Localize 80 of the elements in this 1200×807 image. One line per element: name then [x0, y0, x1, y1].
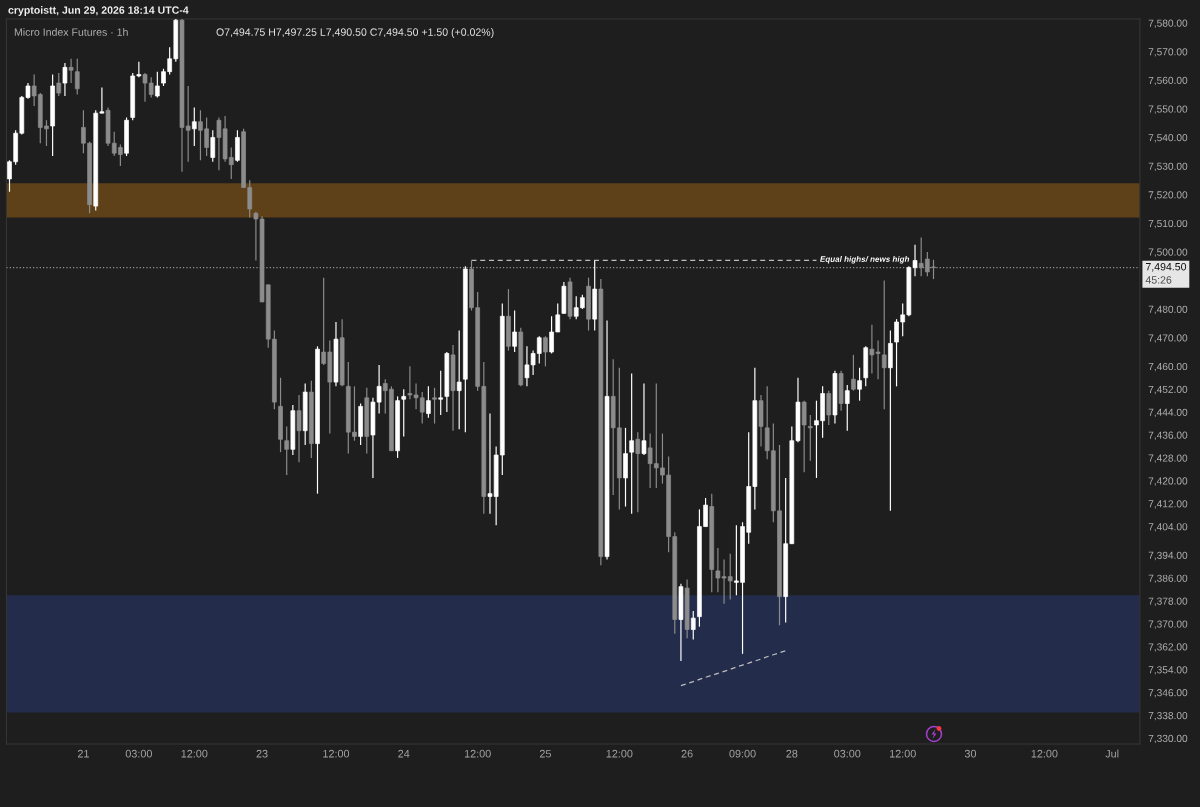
y-tick-label: 7,404.00 — [1148, 523, 1188, 532]
y-tick-label: 7,452.00 — [1148, 385, 1188, 395]
y-tick-label: 7,378.00 — [1148, 597, 1188, 606]
candlestick — [844, 384, 850, 432]
y-tick-label: 7,394.00 — [1148, 551, 1188, 561]
x-tick-label: 12:00 — [464, 749, 491, 758]
x-tick-label: 12:00 — [889, 749, 916, 758]
y-tick-label: 7,436.00 — [1148, 431, 1188, 440]
x-tick-label: 26 — [681, 749, 693, 758]
y-tick-label: 7,500.00 — [1148, 248, 1188, 257]
x-tick-label: 25 — [539, 749, 551, 758]
y-tick-label: 7,520.00 — [1148, 191, 1188, 200]
candlestick — [426, 385, 431, 419]
candlestick — [284, 425, 290, 476]
text: O7,494.75 H7,497.25 L7,490.50 C7,494.50 +1.50 (+0.02%) — [216, 28, 494, 38]
y-tick-label: 7,444.00 — [1148, 408, 1188, 418]
y-tick-label: 7,460.00 — [1148, 362, 1188, 372]
candlestick — [690, 610, 696, 641]
candlestick — [62, 62, 68, 97]
candlestick — [807, 414, 813, 462]
x-tick-label: 23 — [256, 749, 268, 758]
candlestick — [635, 431, 641, 513]
line-series — [680, 650, 787, 687]
y-tick-label: 7,530.00 — [1148, 162, 1188, 172]
candlestick — [68, 58, 74, 84]
x-tick-label: 03:00 — [125, 749, 152, 758]
candlestick — [56, 72, 62, 97]
y-tick-label: 7,570.00 — [1148, 48, 1188, 57]
candlestick — [851, 354, 856, 392]
y-tick-label: 7,412.00 — [1148, 500, 1188, 509]
y-tick-label: 7,580.00 — [1148, 19, 1188, 28]
candlestick — [191, 106, 197, 147]
y-tick-label: 7,428.00 — [1148, 454, 1188, 463]
candlestick — [629, 372, 634, 515]
y-tick-label: 7,540.00 — [1148, 134, 1188, 143]
x-tick-label: 03:00 — [834, 749, 861, 758]
series-label: Equal highs/ news high — [820, 256, 910, 264]
x-tick-label: 21 — [77, 749, 89, 758]
candlestick — [438, 370, 444, 416]
text: Micro Index Futures · 1h — [14, 28, 128, 36]
y-tick-label: 7,370.00 — [1148, 620, 1188, 629]
x-tick-label: 24 — [398, 749, 410, 758]
x-tick-label: 09:00 — [729, 749, 756, 758]
x-tick-label: 12:00 — [1031, 749, 1058, 758]
y-tick-label: 7,362.00 — [1148, 643, 1188, 652]
x-tick-label: 12:00 — [323, 749, 350, 758]
y-tick-label: 7,550.00 — [1148, 105, 1188, 114]
x-tick-label: 30 — [964, 749, 977, 758]
y-tick-label: 7,354.00 — [1148, 666, 1188, 675]
y-tick-label: 7,470.00 — [1148, 334, 1188, 343]
y-tick-label: 7,510.00 — [1148, 219, 1188, 229]
candlestick — [801, 400, 807, 473]
candlestick — [210, 129, 216, 163]
y-tick-label: 7,338.00 — [1148, 711, 1188, 721]
x-tick-label: 12:00 — [181, 749, 208, 758]
x-tick-label: 28 — [786, 749, 798, 758]
candlestick — [74, 58, 80, 96]
text: 45:26 — [1145, 276, 1172, 284]
y-tick-label: 7,330.00 — [1148, 734, 1188, 744]
y-tick-label: 7,346.00 — [1148, 689, 1188, 698]
candlestick — [512, 309, 517, 353]
candlestick — [235, 129, 240, 163]
candlestick — [826, 390, 832, 426]
text: cryptoistt, Jun 29, 2026 18:14 UTC-4 — [8, 6, 189, 16]
candlestick — [456, 329, 462, 430]
candlestick — [641, 382, 647, 456]
candlestick — [155, 71, 160, 98]
candlestick — [881, 279, 887, 410]
candlestick — [401, 388, 407, 438]
ref-line-label: 7,494.50 — [1145, 262, 1187, 272]
candlestick — [543, 335, 548, 367]
x-tick-label: 12:00 — [606, 749, 633, 758]
y-tick-label: 7,560.00 — [1148, 76, 1188, 86]
candlestick — [296, 394, 302, 463]
y-tick-label: 7,420.00 — [1148, 477, 1188, 486]
y-tick-label: 7,480.00 — [1148, 305, 1188, 315]
y-tick-label: 7,386.00 — [1148, 574, 1188, 584]
candlestick — [432, 387, 437, 425]
candlestick — [857, 367, 862, 402]
x-tick-label: Jul — [1105, 749, 1119, 758]
